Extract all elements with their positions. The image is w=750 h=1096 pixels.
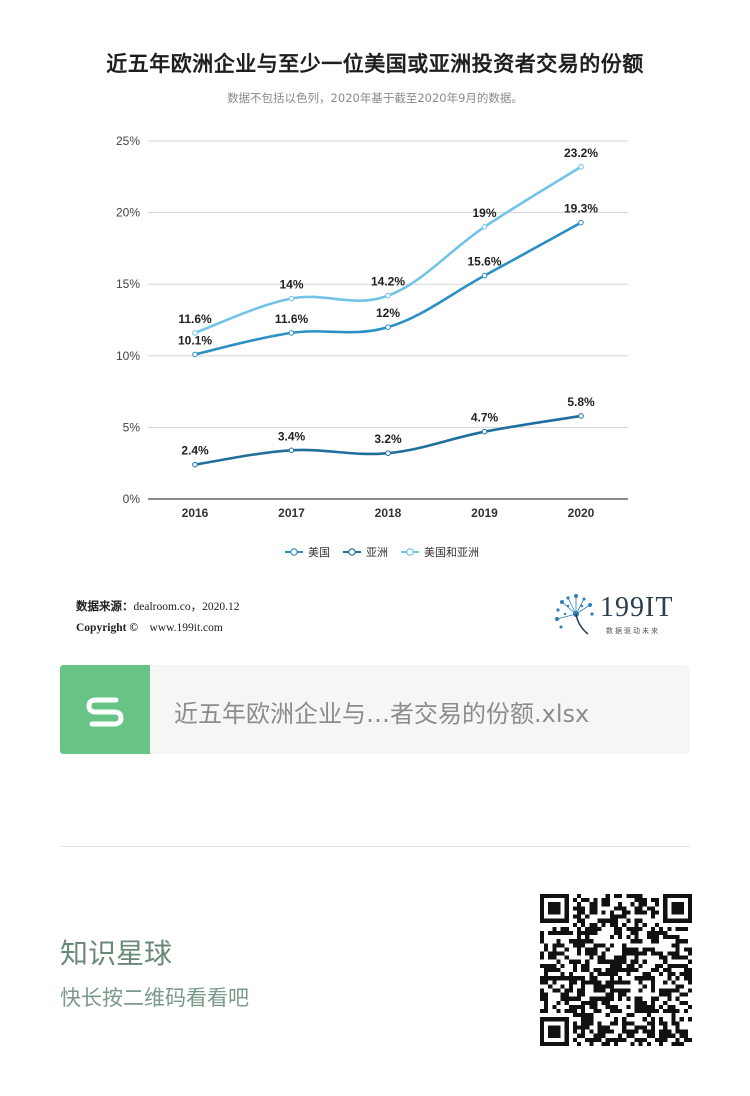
data-label: 15.6% bbox=[467, 255, 501, 269]
legend-marker bbox=[406, 548, 414, 556]
data-point bbox=[385, 450, 391, 456]
planet-title: 知识星球 bbox=[60, 937, 173, 970]
chart-subtitle: 数据不包括以色列，2020年基于截至2020年9月的数据。 bbox=[227, 91, 523, 105]
data-label: 10.1% bbox=[178, 333, 212, 347]
divider bbox=[60, 846, 690, 847]
y-tick-label: 20% bbox=[116, 206, 140, 220]
data-label: 4.7% bbox=[471, 411, 499, 425]
y-tick-label: 5% bbox=[123, 420, 141, 434]
data-point bbox=[481, 272, 488, 279]
file-name: 近五年欧洲企业与…者交易的份额.xlsx bbox=[174, 700, 590, 728]
logo-text: 199IT bbox=[600, 592, 674, 623]
data-point bbox=[481, 224, 488, 230]
logo-dandelion-icon bbox=[555, 594, 594, 635]
line-chart: 0% 5% 10% 15% 20% 25% 2016 2017 2018 2019 2020 10.1… bbox=[116, 134, 628, 559]
data-label: 2.4% bbox=[181, 444, 209, 458]
data-label: 14% bbox=[279, 278, 303, 292]
data-point bbox=[385, 292, 391, 299]
199it-logo: 199IT 数据驱动未来 bbox=[552, 592, 692, 638]
data-point bbox=[481, 428, 488, 435]
y-tick-label: 25% bbox=[116, 134, 140, 148]
data-point bbox=[192, 330, 198, 336]
data-label: 3.4% bbox=[278, 429, 306, 443]
planet-subtitle: 快长按二维码看看吧 bbox=[60, 986, 249, 1010]
source-label: 数据来源： bbox=[76, 601, 134, 613]
y-tick-label: 15% bbox=[116, 277, 140, 291]
data-label: 11.6% bbox=[178, 312, 212, 326]
x-tick-label: 2020 bbox=[568, 506, 595, 520]
x-tick-label: 2016 bbox=[182, 506, 209, 520]
y-tick-label: 0% bbox=[123, 492, 141, 506]
data-point bbox=[288, 295, 295, 302]
x-tick-label: 2018 bbox=[375, 506, 402, 520]
data-label: 5.8% bbox=[567, 395, 595, 409]
copyright-label: Copyright © bbox=[76, 622, 138, 634]
legend-marker bbox=[348, 548, 356, 556]
source-url: www.199it.com bbox=[149, 622, 223, 634]
data-point bbox=[192, 461, 198, 468]
data-point bbox=[578, 413, 584, 419]
data-label: 3.2% bbox=[374, 432, 402, 446]
data-point bbox=[385, 324, 391, 330]
s-glyph-icon bbox=[86, 697, 124, 727]
data-label: 23.2% bbox=[564, 146, 598, 160]
qr-code-icon[interactable] bbox=[540, 894, 692, 1046]
data-label: 19% bbox=[472, 206, 496, 220]
chart-title: 近五年欧洲企业与至少一位美国或亚洲投资者交易的份额 bbox=[106, 52, 644, 76]
data-label: 19.3% bbox=[564, 202, 598, 216]
source-value: dealroom.co，2020.12 bbox=[133, 601, 240, 613]
data-point bbox=[288, 330, 295, 336]
x-tick-label: 2019 bbox=[471, 506, 498, 520]
logo-slogan: 数据驱动未来 bbox=[606, 627, 660, 635]
data-label: 11.6% bbox=[275, 312, 309, 326]
data-point bbox=[578, 219, 584, 226]
legend-label: 美国 bbox=[308, 546, 330, 559]
data-point bbox=[288, 447, 295, 454]
legend-label: 美国和亚洲 bbox=[424, 546, 479, 559]
x-tick-label: 2017 bbox=[278, 506, 305, 520]
legend-label: 亚洲 bbox=[366, 546, 388, 559]
source-note: 数据来源：dealroom.co，2020.12 Copyright © www… bbox=[76, 598, 240, 634]
data-point bbox=[578, 163, 584, 170]
file-attachment-card[interactable]: 近五年欧洲企业与…者交易的份额.xlsx bbox=[60, 665, 690, 754]
data-label: 12% bbox=[376, 306, 400, 320]
legend-marker bbox=[290, 548, 298, 556]
spreadsheet-s-icon bbox=[60, 665, 150, 754]
y-tick-label: 10% bbox=[116, 349, 140, 363]
data-label: 14.2% bbox=[371, 275, 405, 289]
data-point bbox=[192, 351, 198, 358]
